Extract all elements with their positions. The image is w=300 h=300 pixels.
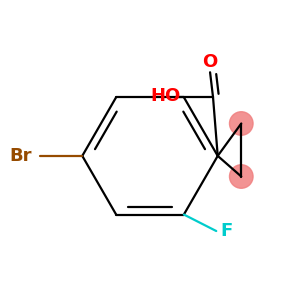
Text: F: F [220,222,232,240]
Circle shape [230,165,253,188]
Circle shape [230,112,253,135]
Text: Br: Br [10,147,32,165]
Text: O: O [202,53,218,71]
Text: HO: HO [151,87,181,105]
